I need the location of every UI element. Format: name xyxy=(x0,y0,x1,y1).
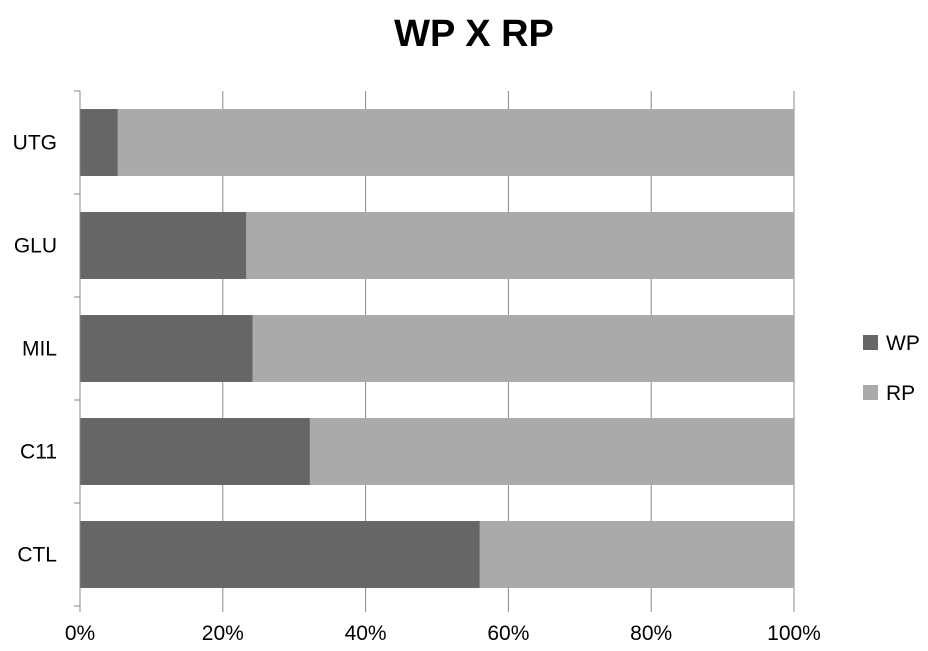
x-tick-label: 40% xyxy=(345,622,387,645)
bar-rp-c11 xyxy=(309,418,794,485)
y-tick-label: UTG xyxy=(13,132,57,155)
x-tick-label: 80% xyxy=(630,622,672,645)
y-tick-label: CTL xyxy=(17,544,57,567)
bars xyxy=(80,109,795,588)
legend-swatch-wp xyxy=(863,335,878,350)
x-tick-label: 100% xyxy=(767,622,821,645)
x-axis-labels: 0% 20% 40% 60% 80% 100% xyxy=(65,622,821,645)
bar-rp-mil xyxy=(252,315,795,382)
bar-rp-glu xyxy=(246,212,794,279)
legend: WP RP xyxy=(863,332,920,405)
chart-title: WP X RP xyxy=(394,13,554,55)
bar-wp-c11 xyxy=(80,418,310,485)
bar-rp-ctl xyxy=(479,521,794,588)
bar-wp-mil xyxy=(80,315,253,382)
y-axis-labels: UTG GLU MIL C11 CTL xyxy=(13,132,57,567)
bar-wp-ctl xyxy=(80,521,480,588)
bar-wp-glu xyxy=(80,212,247,279)
x-tick-label: 60% xyxy=(487,622,529,645)
y-tick-label: GLU xyxy=(14,235,57,258)
axes xyxy=(74,90,795,612)
legend-label-wp: WP xyxy=(886,332,920,355)
x-tick-label: 0% xyxy=(65,622,95,645)
y-tick-label: MIL xyxy=(22,338,57,361)
legend-label-rp: RP xyxy=(886,382,915,405)
x-tick-label: 20% xyxy=(202,622,244,645)
y-tick-label: C11 xyxy=(20,441,57,464)
bar-wp-utg xyxy=(80,109,118,176)
bar-rp-utg xyxy=(117,109,795,176)
legend-swatch-rp xyxy=(863,385,878,400)
